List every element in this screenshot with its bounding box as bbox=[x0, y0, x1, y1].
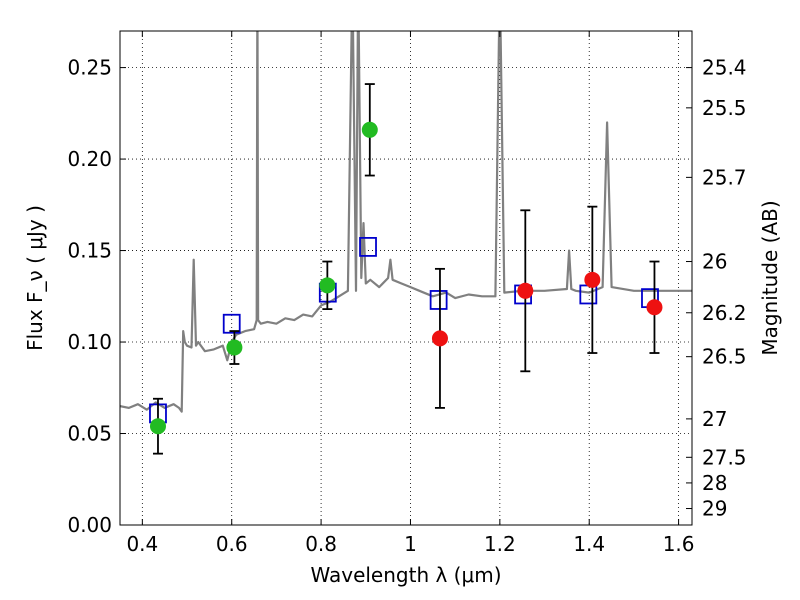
x-tick-label: 1.6 bbox=[663, 532, 695, 556]
y-axis-label: Flux F_ν ( μJy ) bbox=[23, 205, 47, 351]
x-tick-label: 1 bbox=[404, 532, 417, 556]
plot-background bbox=[120, 31, 692, 525]
right-tick-label: 29 bbox=[702, 497, 727, 521]
right-tick-label: 25.5 bbox=[702, 96, 747, 120]
right-tick-label: 28 bbox=[702, 471, 727, 495]
y-axis-right-label: Magnitude (AB) bbox=[758, 200, 782, 355]
grid bbox=[120, 31, 692, 525]
right-tick-label: 26 bbox=[702, 250, 727, 274]
x-tick-label: 1.2 bbox=[484, 532, 516, 556]
right-tick-label: 27.5 bbox=[702, 445, 747, 469]
ticks bbox=[120, 31, 692, 526]
photometry-point bbox=[319, 277, 336, 294]
x-axis-label: Wavelength λ (μm) bbox=[310, 563, 501, 587]
photometry-point bbox=[584, 271, 601, 288]
y-tick-label: 0.20 bbox=[67, 147, 112, 171]
photometry-point bbox=[149, 418, 166, 435]
photometry-point bbox=[646, 299, 663, 316]
plot-frame bbox=[119, 30, 693, 526]
y-tick-label: 0.05 bbox=[67, 422, 112, 446]
right-tick-label: 25.7 bbox=[702, 165, 747, 189]
y-tick-label: 0.15 bbox=[67, 239, 112, 263]
right-tick-label: 26.5 bbox=[702, 345, 747, 369]
model-square-point bbox=[429, 290, 448, 310]
error-bars bbox=[149, 83, 663, 455]
x-tick-label: 0.4 bbox=[126, 532, 158, 556]
x-tick-label: 0.8 bbox=[305, 532, 337, 556]
right-tick-label: 27 bbox=[702, 407, 727, 431]
model-square-point bbox=[359, 236, 377, 257]
x-tick-label: 0.6 bbox=[216, 532, 248, 556]
y-tick-label: 0.10 bbox=[67, 330, 112, 354]
right-tick-label: 25.4 bbox=[702, 56, 747, 80]
photometry-point bbox=[361, 121, 378, 138]
x-tick-label: 1.4 bbox=[573, 532, 605, 556]
y-tick-label: 0.25 bbox=[67, 56, 112, 80]
spectrum-line bbox=[120, 31, 692, 413]
photometry-point bbox=[517, 282, 534, 299]
model-square-point bbox=[222, 313, 241, 334]
right-tick-label: 26.2 bbox=[702, 301, 747, 325]
photometry-point bbox=[431, 330, 448, 347]
y-tick-label: 0.00 bbox=[67, 513, 112, 537]
photometry-point bbox=[226, 339, 243, 356]
